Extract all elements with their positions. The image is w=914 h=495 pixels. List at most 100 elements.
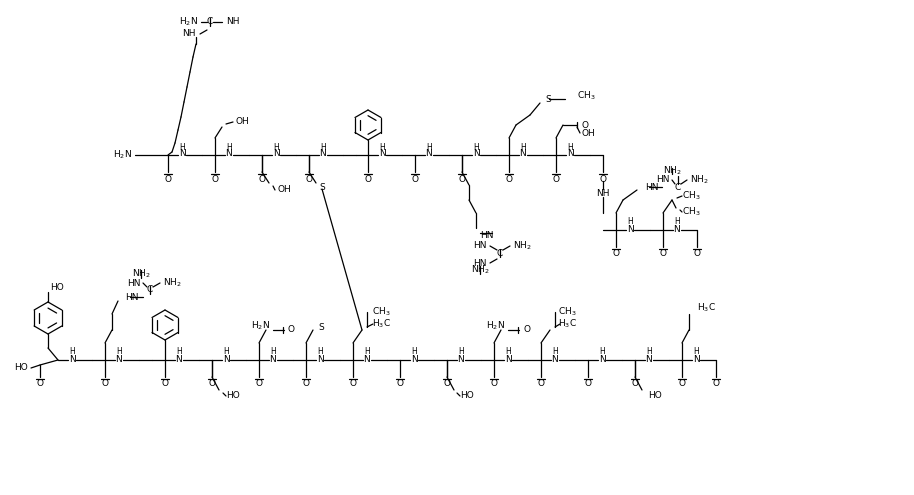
Text: HO: HO (460, 392, 473, 400)
Text: N: N (520, 149, 526, 158)
Text: O: O (211, 175, 218, 184)
Text: H: H (379, 143, 385, 151)
Text: H: H (273, 143, 279, 151)
Text: O: O (411, 175, 419, 184)
Text: O: O (552, 175, 559, 184)
Text: N: N (178, 149, 186, 158)
Text: O: O (600, 175, 607, 184)
Text: $\mathregular{H_3C}$: $\mathregular{H_3C}$ (372, 318, 391, 330)
Text: S: S (545, 96, 551, 104)
Text: N: N (410, 354, 418, 363)
Text: N: N (320, 149, 326, 158)
Text: $\mathregular{NH_2}$: $\mathregular{NH_2}$ (663, 165, 682, 177)
Text: H: H (176, 347, 182, 356)
Text: H: H (69, 347, 75, 356)
Text: N: N (272, 149, 280, 158)
Text: N: N (316, 354, 324, 363)
Text: H: H (675, 217, 680, 227)
Text: N: N (674, 225, 680, 234)
Text: N: N (458, 354, 464, 363)
Text: O: O (305, 175, 313, 184)
Text: N: N (175, 354, 183, 363)
Text: O: O (256, 380, 262, 389)
Text: H: H (520, 143, 526, 151)
Text: S: S (318, 323, 324, 332)
Text: O: O (397, 380, 403, 389)
Text: H: H (505, 347, 511, 356)
Text: HN: HN (127, 279, 141, 288)
Text: $\mathregular{CH_3}$: $\mathregular{CH_3}$ (372, 306, 390, 318)
Text: O: O (582, 120, 589, 130)
Text: HN: HN (645, 183, 658, 192)
Text: H: H (364, 347, 370, 356)
Text: H: H (567, 143, 573, 151)
Text: $\mathregular{NH_2}$: $\mathregular{NH_2}$ (132, 268, 151, 280)
Text: HN: HN (656, 176, 670, 185)
Text: N: N (505, 354, 511, 363)
Text: O: O (491, 380, 497, 389)
Text: OH: OH (235, 117, 249, 127)
Text: O: O (660, 249, 666, 258)
Text: HO: HO (50, 283, 64, 292)
Text: H: H (646, 347, 652, 356)
Text: N: N (116, 354, 122, 363)
Text: H: H (552, 347, 558, 356)
Text: HN: HN (480, 231, 494, 240)
Text: N: N (226, 149, 232, 158)
Text: N: N (69, 354, 75, 363)
Text: N: N (473, 149, 479, 158)
Text: $\mathregular{CH_3}$: $\mathregular{CH_3}$ (682, 206, 701, 218)
Text: $\mathregular{H_3C}$: $\mathregular{H_3C}$ (558, 318, 577, 330)
Text: H: H (599, 347, 605, 356)
Text: O: O (443, 380, 451, 389)
Text: $\mathregular{H_3C}$: $\mathregular{H_3C}$ (697, 302, 716, 314)
Text: H: H (223, 347, 228, 356)
Text: O: O (694, 249, 700, 258)
Text: N: N (567, 149, 573, 158)
Text: HN: HN (473, 258, 487, 267)
Text: N: N (599, 354, 605, 363)
Text: S: S (319, 183, 324, 192)
Text: N: N (364, 354, 370, 363)
Text: O: O (537, 380, 545, 389)
Text: N: N (426, 149, 432, 158)
Text: $\mathregular{CH_3}$: $\mathregular{CH_3}$ (558, 306, 577, 318)
Text: $\mathregular{H_2N}$: $\mathregular{H_2N}$ (113, 149, 132, 161)
Text: C: C (497, 248, 503, 257)
Text: NH: NH (596, 189, 610, 198)
Text: $\mathregular{H_2N}$: $\mathregular{H_2N}$ (486, 320, 505, 332)
Text: N: N (223, 354, 229, 363)
Text: H: H (226, 143, 232, 151)
Text: O: O (365, 175, 371, 184)
Text: N: N (378, 149, 386, 158)
Text: $\mathregular{H_2N}$: $\mathregular{H_2N}$ (251, 320, 270, 332)
Text: H: H (317, 347, 323, 356)
Text: H: H (116, 347, 122, 356)
Text: O: O (584, 380, 591, 389)
Text: H: H (179, 143, 185, 151)
Text: O: O (523, 326, 530, 335)
Text: O: O (288, 326, 295, 335)
Text: O: O (101, 380, 109, 389)
Text: $\mathregular{NH_2}$: $\mathregular{NH_2}$ (690, 174, 709, 186)
Text: C: C (675, 183, 681, 192)
Text: O: O (678, 380, 686, 389)
Text: NH: NH (183, 30, 196, 39)
Text: NH: NH (226, 17, 239, 27)
Text: H: H (627, 217, 632, 227)
Text: O: O (713, 380, 719, 389)
Text: $\mathregular{NH_2}$: $\mathregular{NH_2}$ (163, 277, 182, 289)
Text: $\mathregular{NH_2}$: $\mathregular{NH_2}$ (471, 264, 490, 276)
Text: OH: OH (277, 186, 291, 195)
Text: O: O (303, 380, 310, 389)
Text: H: H (411, 347, 417, 356)
Text: N: N (270, 354, 276, 363)
Text: H: H (426, 143, 432, 151)
Text: $\mathregular{CH_3}$: $\mathregular{CH_3}$ (577, 90, 596, 102)
Text: $\mathregular{H_2N}$: $\mathregular{H_2N}$ (179, 16, 198, 28)
Text: O: O (259, 175, 265, 184)
Text: $\mathregular{NH_2}$: $\mathregular{NH_2}$ (513, 240, 532, 252)
Text: H: H (458, 347, 464, 356)
Text: HN: HN (473, 242, 487, 250)
Text: O: O (162, 380, 168, 389)
